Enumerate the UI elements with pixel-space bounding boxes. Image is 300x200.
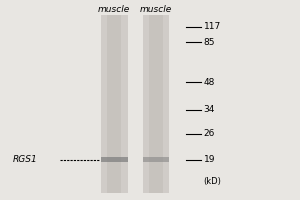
- Bar: [142, 15, 170, 193]
- Text: (kD): (kD): [204, 177, 222, 186]
- Bar: [101, 157, 128, 162]
- Text: 34: 34: [204, 105, 215, 114]
- Bar: [142, 157, 170, 162]
- Text: muscle: muscle: [140, 5, 172, 14]
- Text: 19: 19: [204, 155, 215, 164]
- Text: 85: 85: [204, 38, 215, 47]
- Text: 117: 117: [204, 22, 221, 31]
- Bar: [107, 15, 121, 193]
- Text: muscle: muscle: [98, 5, 130, 14]
- Text: RGS1: RGS1: [13, 155, 38, 164]
- Bar: [101, 15, 128, 193]
- Bar: [149, 15, 163, 193]
- Text: 26: 26: [204, 129, 215, 138]
- Text: 48: 48: [204, 78, 215, 87]
